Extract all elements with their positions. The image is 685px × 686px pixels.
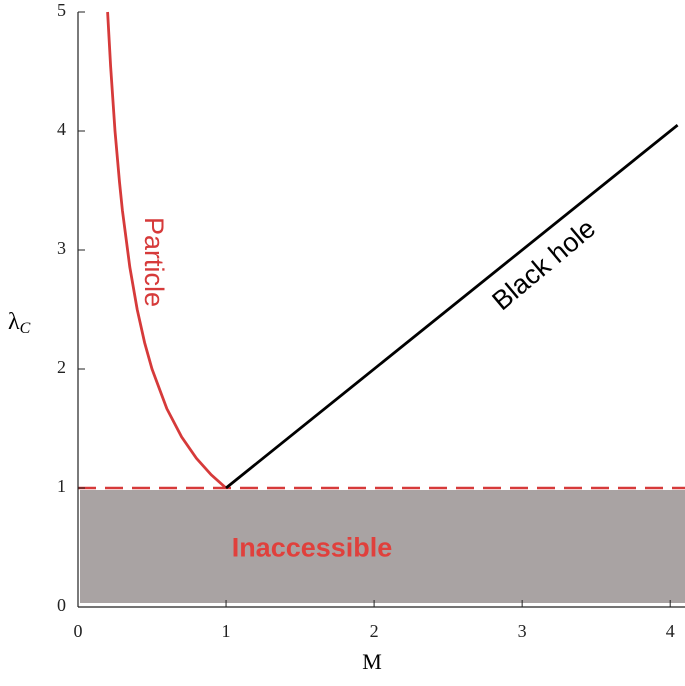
region-layer: Inaccessible [80,490,685,603]
x-tick-label: 4 [666,621,675,641]
y-tick-label: 1 [57,476,66,496]
series-label: Particle [139,217,169,307]
y-axis-label: λC [8,309,31,337]
y-tick-label: 3 [57,238,66,258]
x-tick-label: 0 [74,621,83,641]
inaccessible-region [80,490,685,603]
x-tick-label: 3 [518,621,527,641]
x-tick-label: 1 [222,621,231,641]
y-label-subscript: C [20,320,31,337]
y-label-symbol: λ [8,309,20,335]
y-tick-label: 2 [57,357,66,377]
series-line [225,124,679,490]
y-tick-label: 5 [57,0,66,20]
x-tick-label: 2 [370,621,379,641]
line-layer [78,11,685,490]
series-line [106,11,227,490]
region-label: Inaccessible [232,533,393,563]
y-tick-label: 4 [57,119,66,139]
y-tick-label: 0 [57,595,66,615]
x-axis-label: M [362,649,382,674]
